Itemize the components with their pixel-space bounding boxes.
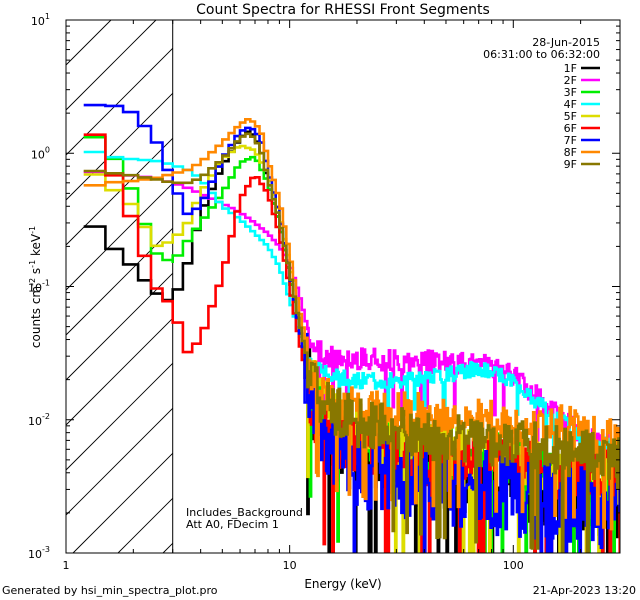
date-label: 28-Jun-2015	[532, 36, 600, 49]
x-tick-label: 10	[283, 559, 297, 572]
legend-label-1F: 1F	[564, 62, 577, 75]
hatch-line	[65, 19, 157, 111]
time-range-label: 06:31:00 to 06:32:00	[483, 48, 600, 61]
hatch-line	[65, 362, 174, 471]
hatch-line	[65, 407, 174, 516]
hatch-line	[65, 272, 174, 381]
y-tick-label: 10-3	[28, 545, 50, 561]
x-tick-label: 1	[63, 559, 70, 572]
hatch-line	[117, 497, 174, 554]
hatch-line	[65, 19, 112, 66]
hatch-line	[65, 317, 174, 426]
generated-by-label: Generated by hsi_min_spectra_plot.pro	[2, 584, 218, 597]
x-tick-label: 100	[503, 559, 524, 572]
legend-label-7F: 7F	[564, 134, 577, 147]
legend-label-4F: 4F	[564, 98, 577, 111]
hatch-line	[72, 452, 174, 554]
annotation-background: Includes_Background	[186, 506, 303, 519]
series-layer	[83, 103, 620, 553]
legend-label-6F: 6F	[564, 122, 577, 135]
y-tick-label: 10-2	[28, 412, 50, 428]
legend-label-2F: 2F	[564, 74, 577, 87]
legend-label-3F: 3F	[564, 86, 577, 99]
hatch-line	[65, 182, 174, 291]
legend-label-5F: 5F	[564, 110, 577, 123]
chart-title: Count Spectra for RHESSI Front Segments	[196, 2, 490, 18]
x-axis-label: Energy (keV)	[304, 577, 381, 591]
legend-label-8F: 8F	[564, 146, 577, 159]
annotation-attenuator: Att A0, FDecim 1	[186, 518, 279, 531]
y-tick-label: 101	[31, 12, 50, 28]
legend-label-9F: 9F	[564, 158, 577, 171]
series-line-9F	[83, 132, 620, 553]
series-line-7F	[83, 103, 620, 553]
series-line-8F	[83, 118, 620, 531]
y-tick-label: 100	[31, 145, 50, 161]
hatch-line	[162, 542, 174, 554]
timestamp-label: 21-Apr-2023 13:20	[533, 584, 636, 597]
y-axis-label: counts cm-2 s-1 keV-1	[28, 226, 43, 348]
hatch-line	[65, 92, 174, 201]
